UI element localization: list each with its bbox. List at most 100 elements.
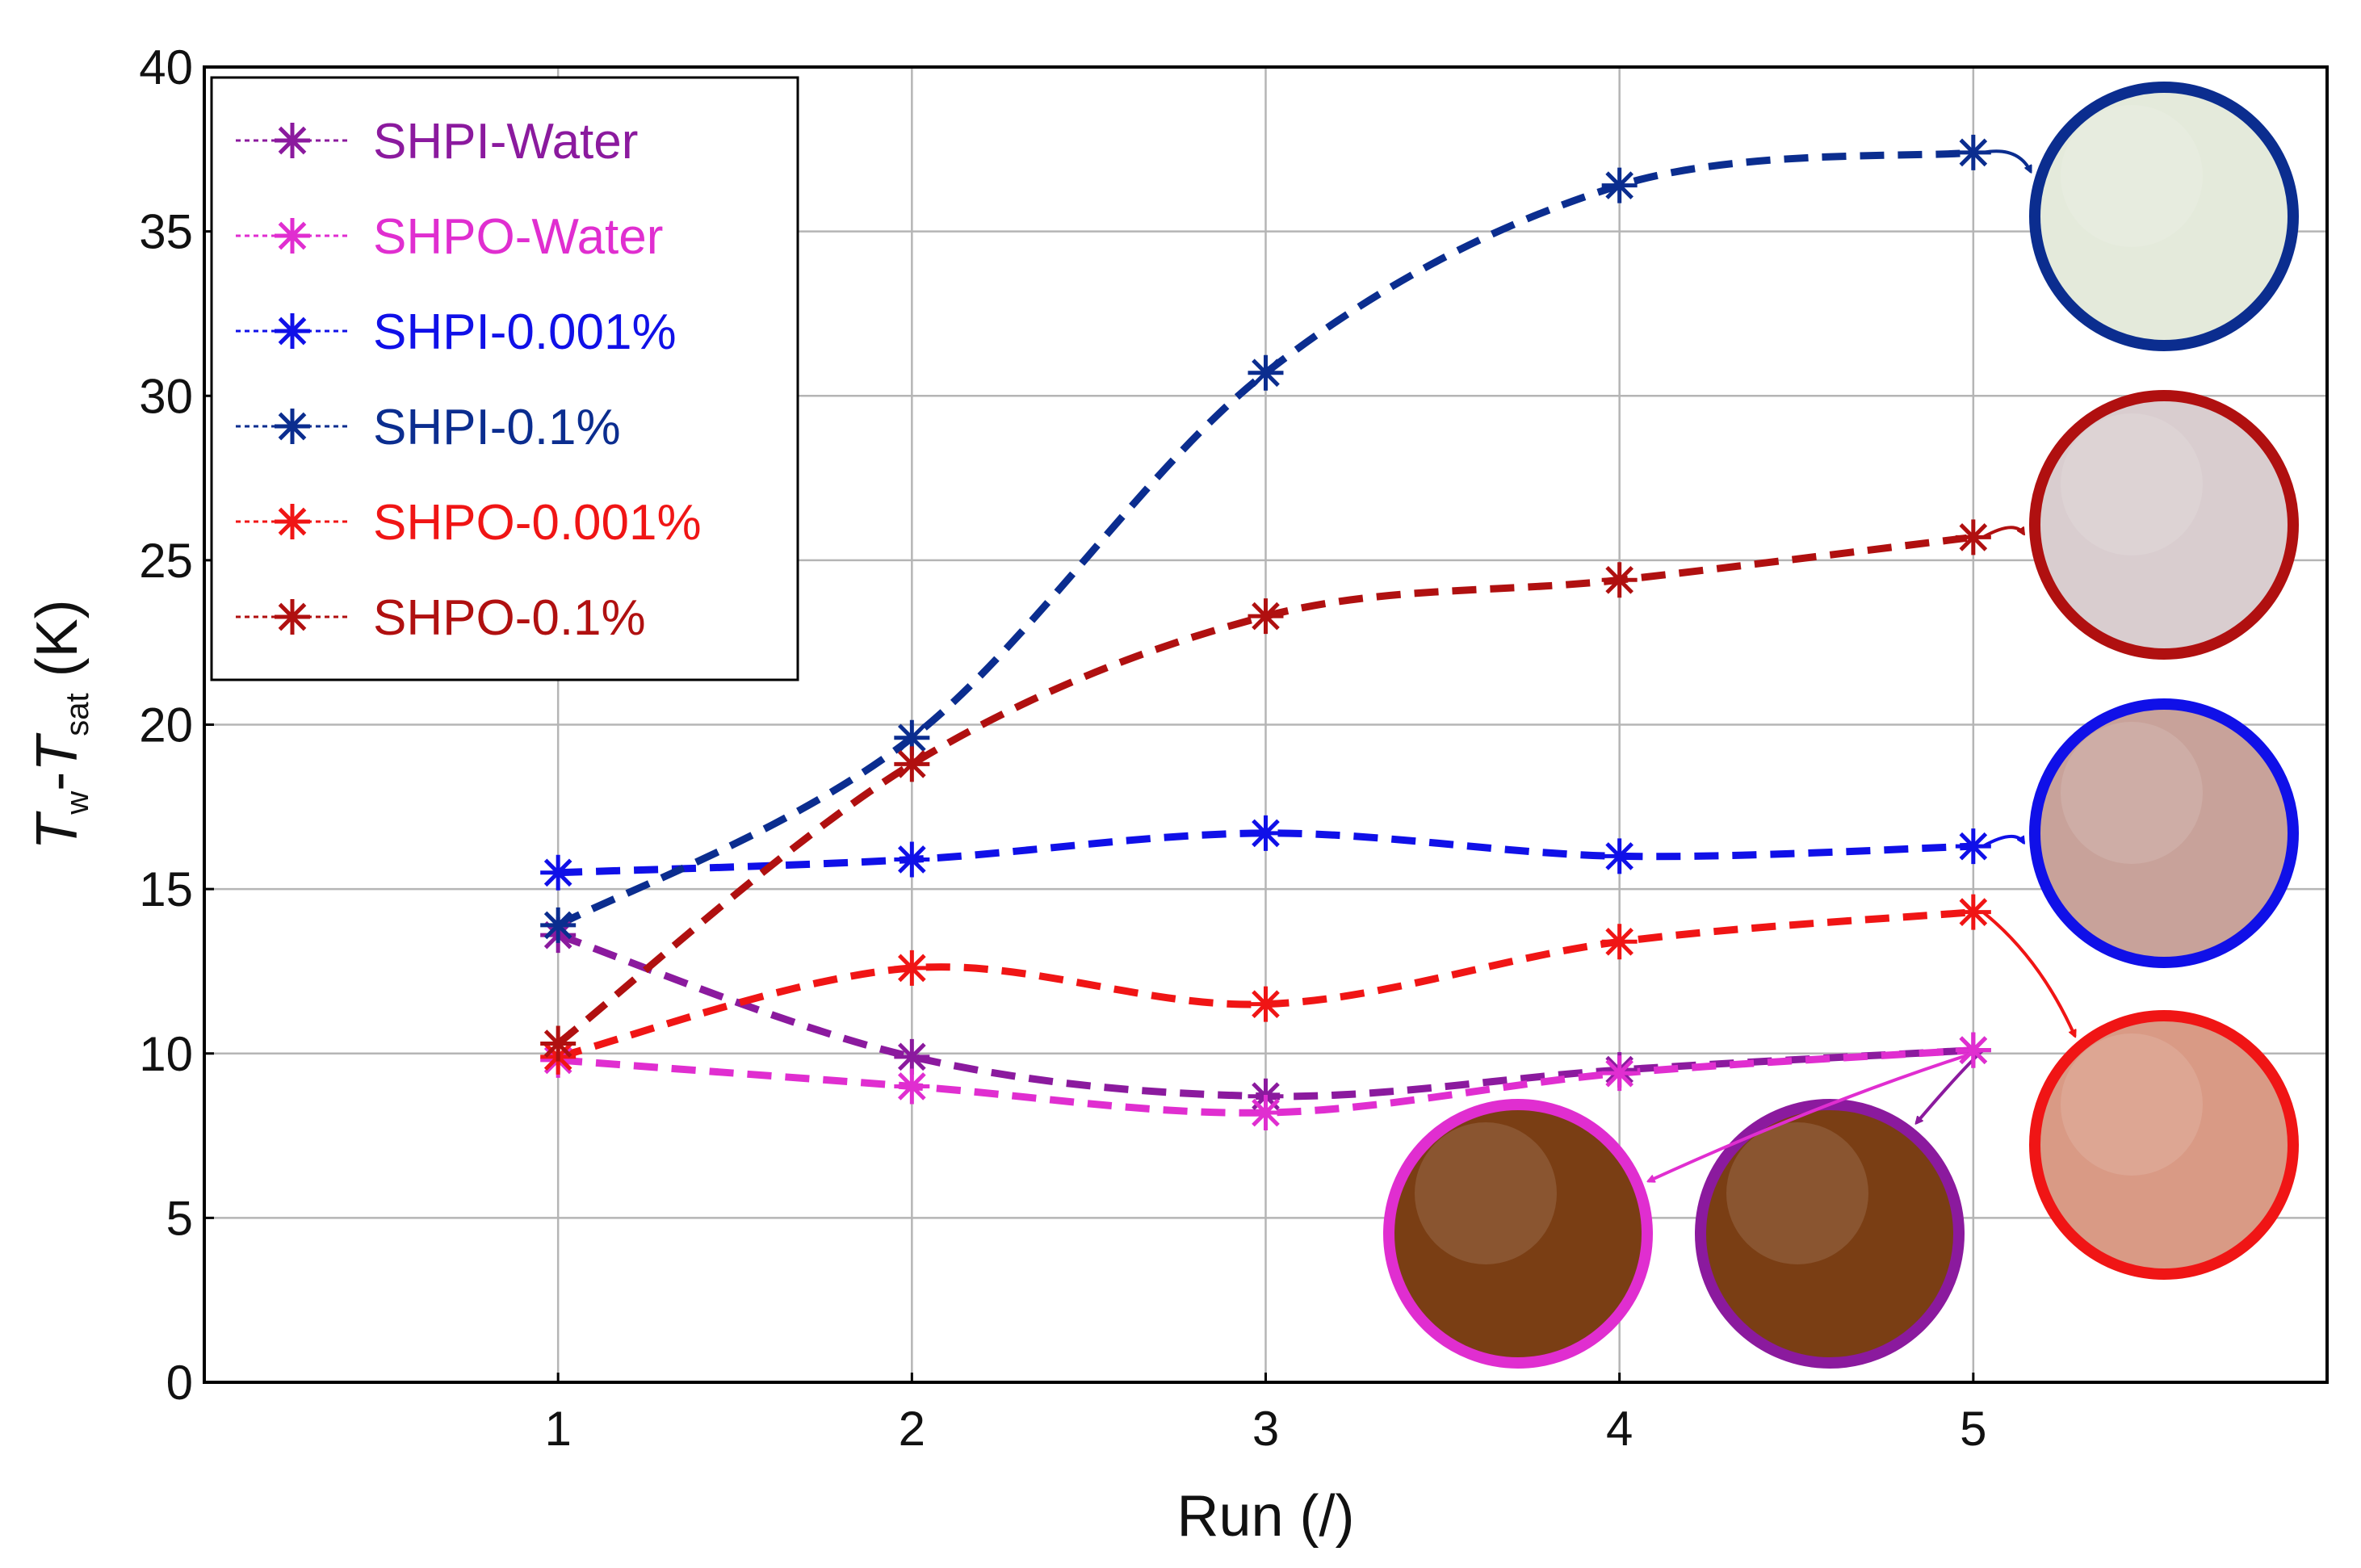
marker-shpo-water-run-5	[1955, 1032, 1991, 1068]
legend-marker-shpo-0-001-stroke	[278, 507, 307, 536]
marker-shpi-0-001-run-5	[1955, 828, 1991, 865]
marker-shpo-0-1-run-1-stroke	[543, 1029, 572, 1058]
photo-surface-shpi-0-001	[2035, 704, 2293, 962]
legend-label-shpi-0-001: SHPI-0.001%	[373, 304, 677, 360]
x-axis-label: Run (/)	[1176, 1484, 1354, 1549]
marker-shpo-0-1-run-1	[540, 1025, 577, 1062]
marker-shpo-water-run-4	[1601, 1055, 1638, 1092]
legend-marker-shpi-water-stroke	[278, 126, 307, 155]
x-tick-label: 4	[1606, 1402, 1633, 1456]
photo-sheen-shpo-water	[1415, 1122, 1557, 1264]
marker-shpo-0-001-run-3-stroke	[1252, 990, 1280, 1018]
marker-shpi-0-001-run-5-stroke	[1959, 832, 1988, 861]
marker-shpo-0-1-run-5	[1955, 519, 1991, 556]
marker-shpo-0-001-run-5-stroke	[1959, 898, 1988, 926]
legend-marker-shpi-0-001	[275, 313, 310, 349]
marker-shpo-0-1-run-2-stroke	[898, 750, 926, 778]
y-tick-label: 30	[139, 369, 193, 423]
marker-shpo-0-1-run-5-stroke	[1959, 523, 1988, 551]
surface-photos	[1383, 82, 2299, 1369]
marker-shpo-0-001-run-2	[894, 950, 930, 986]
marker-shpo-0-001-run-2-stroke	[898, 954, 926, 983]
marker-shpi-0-001-run-3	[1248, 815, 1284, 851]
photo-surface-shpi-water	[1701, 1105, 1959, 1363]
marker-shpo-0-001-run-3	[1248, 986, 1284, 1022]
legend-item-shpo-0-1: SHPO-0.1%	[236, 590, 646, 646]
y-tick-label: 5	[166, 1191, 193, 1245]
marker-shpi-0-001-run-2	[894, 841, 930, 878]
marker-shpo-water-run-4-stroke	[1605, 1059, 1633, 1088]
photo-border-shpo-0-001	[2029, 1010, 2299, 1280]
y-axis-label-t1: T	[25, 811, 90, 850]
callout-arrow-shpo-0-001	[1981, 911, 2075, 1037]
callout-arrow-shpo-0-1	[1981, 526, 2024, 539]
y-axis-label-sub1: w	[60, 791, 95, 815]
x-tick-label: 5	[1960, 1402, 1986, 1456]
marker-shpi-0-001-run-1	[540, 854, 577, 891]
marker-shpo-0-1-run-2	[894, 746, 930, 782]
legend-marker-shpo-water	[275, 218, 310, 254]
marker-shpo-water-run-2-stroke	[898, 1072, 926, 1101]
photo-border-shpo-water	[1383, 1099, 1653, 1369]
marker-shpi-0-1-run-4-stroke	[1605, 171, 1633, 199]
photo-shpo-0-001	[1981, 911, 2299, 1280]
x-tick-label: 3	[1252, 1402, 1279, 1456]
marker-shpi-0-1-run-4	[1601, 167, 1638, 203]
y-axis-label-t2: T	[25, 732, 90, 772]
marker-shpi-0-001-run-4-stroke	[1605, 842, 1633, 870]
legend-item-shpi-0-1: SHPI-0.1%	[236, 400, 621, 455]
legend: SHPI-Water SHPO-Water SHPI-0.001% SHPI-0.1%…	[210, 76, 799, 681]
y-axis-label-sub2: sat	[60, 693, 95, 736]
y-tick-label: 20	[139, 698, 193, 753]
legend-label-shpo-water: SHPO-Water	[373, 209, 663, 265]
marker-shpi-0-1-run-5	[1955, 134, 1991, 170]
legend-label-shpi-0-1: SHPI-0.1%	[373, 400, 621, 455]
photo-sheen-shpi-0-001	[2061, 722, 2203, 864]
y-axis-label: Tw-Tsat (K)	[25, 599, 95, 849]
legend-marker-shpo-water-stroke	[278, 221, 307, 250]
marker-shpi-0-1-run-3	[1248, 354, 1284, 391]
marker-shpo-0-1-run-4-stroke	[1605, 565, 1633, 594]
x-axis-ticks: 1 2 3 4 5	[544, 1373, 1987, 1456]
photo-border-shpo-0-1	[2029, 390, 2299, 660]
marker-shpo-0-1-run-3	[1248, 598, 1284, 635]
x-tick-label: 1	[544, 1402, 571, 1456]
photo-sheen-shpo-0-001	[2061, 1033, 2203, 1176]
marker-shpi-0-1-run-1-stroke	[543, 911, 572, 940]
legend-marker-shpo-0-1-stroke	[278, 602, 307, 631]
y-tick-label: 10	[139, 1027, 193, 1081]
photo-shpi-water	[1695, 1049, 1985, 1369]
callout-arrow-shpo-water	[1648, 1048, 1984, 1181]
y-tick-label: 40	[139, 40, 193, 94]
legend-marker-shpi-0-1	[275, 409, 310, 444]
photo-shpo-0-1	[1981, 390, 2299, 660]
y-tick-label: 25	[139, 534, 193, 588]
marker-shpo-water-run-3	[1248, 1095, 1284, 1131]
marker-shpo-0-001-run-5	[1955, 894, 1991, 930]
photo-surface-shpo-0-001	[2035, 1016, 2293, 1274]
callout-arrow-shpi-0-001	[1981, 835, 2024, 848]
marker-shpi-water-run-2	[894, 1038, 930, 1075]
marker-shpi-0-001-run-1-stroke	[543, 858, 572, 887]
legend-marker-shpi-0-001-stroke	[278, 317, 307, 346]
marker-shpi-0-001-run-3-stroke	[1252, 819, 1280, 848]
series-line-shpo-water	[557, 1046, 1974, 1117]
series-line-shpi-0-001	[558, 829, 1973, 877]
photo-sheen-shpi-water	[1726, 1122, 1868, 1264]
marker-shpo-0-1-run-3-stroke	[1252, 602, 1280, 631]
legend-marker-shpi-0-1-stroke	[278, 412, 307, 441]
x-tick-label: 2	[899, 1402, 925, 1456]
photo-surface-shpo-0-1	[2035, 396, 2293, 654]
photo-shpo-water	[1383, 1048, 1984, 1369]
legend-label-shpi-water: SHPI-Water	[373, 114, 638, 170]
marker-shpo-0-1-run-4	[1601, 562, 1638, 598]
photo-surface-shpo-water	[1389, 1105, 1647, 1363]
marker-shpo-water-run-2	[894, 1068, 930, 1105]
legend-marker-shpo-0-001	[275, 504, 310, 539]
marker-shpo-water-run-3-stroke	[1252, 1098, 1280, 1127]
photo-sheen-shpo-0-1	[2061, 413, 2203, 556]
y-axis-label-unit: (K)	[25, 599, 90, 693]
legend-marker-shpi-water	[275, 123, 310, 158]
photo-border-shpi-0-001	[2029, 698, 2299, 968]
